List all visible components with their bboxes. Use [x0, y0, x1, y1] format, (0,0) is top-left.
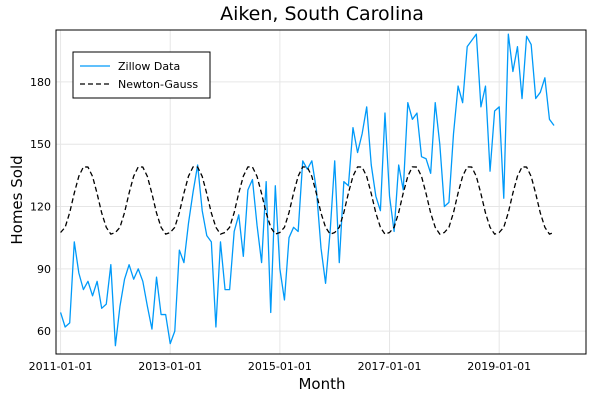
- x-tick-label: 2019-01-01: [467, 360, 531, 373]
- y-axis-label: Homes Sold: [8, 155, 26, 244]
- legend-label-zillow-data: Zillow Data: [118, 60, 180, 73]
- x-tick-label: 2011-01-01: [29, 360, 93, 373]
- y-tick-label: 60: [37, 325, 51, 338]
- x-tick-label: 2015-01-01: [248, 360, 312, 373]
- chart-title: Aiken, South Carolina: [220, 3, 424, 25]
- series-line-newton-gauss: [60, 166, 555, 235]
- legend-box: [72, 51, 211, 99]
- series-lines: [59, 33, 555, 347]
- y-tick-label: 120: [30, 201, 51, 214]
- y-tick-label: 90: [37, 263, 51, 276]
- x-tick-label: 2013-01-01: [138, 360, 202, 373]
- x-axis-label: Month: [298, 375, 345, 393]
- y-tick-label: 150: [30, 138, 51, 151]
- x-tick-label: 2017-01-01: [358, 360, 422, 373]
- legend: Zillow Data Newton-Gauss: [72, 51, 211, 99]
- legend-label-newton-gauss: Newton-Gauss: [118, 78, 198, 91]
- tick-labels: 60 90 120 150 180 2011-01-01 2013-01-01 2015-01…: [29, 76, 532, 373]
- y-tick-label: 180: [30, 76, 51, 89]
- series-line-zillow-data: [59, 33, 555, 347]
- plot-frame: [55, 29, 587, 355]
